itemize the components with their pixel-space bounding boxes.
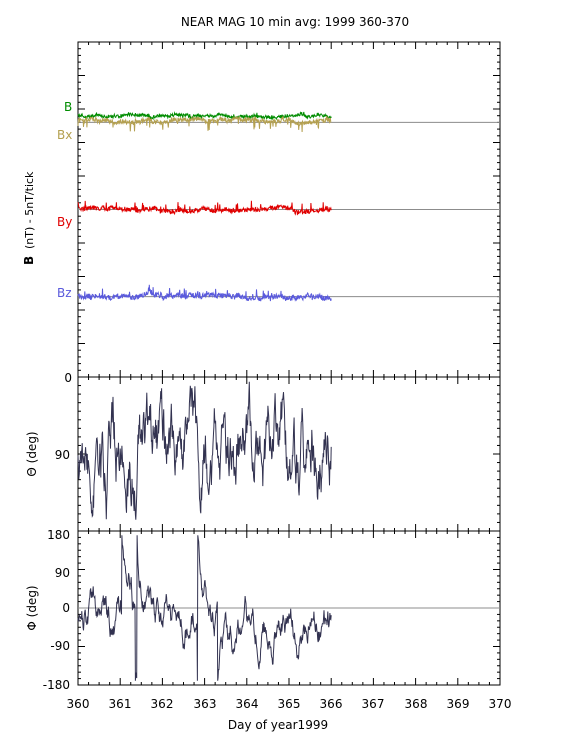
series-label-by: By — [57, 215, 72, 229]
panel-b-ylabel-rest: (nT) - 5nT/tick — [23, 171, 36, 249]
panel-theta-tick-90: 90 — [55, 448, 70, 462]
panel-b-ylabel-bold: B — [22, 256, 36, 265]
series-trace-by — [77, 200, 332, 216]
series-trace-bx — [77, 115, 332, 133]
x-tick-labels: 360 361 362 363 364 365 366 367 368 369 … — [67, 697, 512, 711]
series-label-bx: Bx — [57, 128, 72, 142]
x-tick-label-366: 366 — [320, 697, 343, 711]
x-tick-label-364: 364 — [236, 697, 259, 711]
x-tick-label-368: 368 — [405, 697, 428, 711]
chart-title: NEAR MAG 10 min avg: 1999 360-370 — [181, 15, 409, 29]
panel-phi-tick-neg90: -90 — [50, 639, 70, 653]
series-trace-bz — [77, 284, 332, 302]
x-tick-label-363: 363 — [194, 697, 217, 711]
x-tick-label-367: 367 — [362, 697, 385, 711]
x-tick-label-361: 361 — [109, 697, 132, 711]
x-tick-label-365: 365 — [278, 697, 301, 711]
panel-phi-tick-neg180: -180 — [43, 678, 70, 692]
series-label-b: B — [64, 100, 72, 114]
panel-phi-tick-90: 90 — [55, 566, 70, 580]
panel-theta-ylabel: Θ (deg) — [25, 431, 39, 476]
panel-theta-frame — [77, 376, 501, 532]
series-trace-b — [77, 111, 332, 121]
x-tick-label-370: 370 — [489, 697, 512, 711]
x-tick-label-360: 360 — [67, 697, 90, 711]
data-traces — [77, 111, 332, 681]
series-label-bz: Bz — [57, 286, 72, 300]
panel-b-zero-label: 0 — [64, 371, 72, 385]
panel-b-ylabel: B (nT) - 5nT/tick — [22, 171, 36, 265]
x-tick-label-369: 369 — [447, 697, 470, 711]
panel-phi-tick-0: 0 — [62, 601, 70, 615]
series-trace-phi — [77, 535, 332, 681]
tick-marks — [77, 41, 501, 686]
series-trace-theta — [77, 381, 332, 520]
x-axis-label: Day of year1999 — [228, 718, 328, 732]
x-tick-label-362: 362 — [151, 697, 174, 711]
panel-phi-ylabel: Φ (deg) — [25, 585, 39, 630]
panel-phi-tick-180: 180 — [47, 528, 70, 542]
